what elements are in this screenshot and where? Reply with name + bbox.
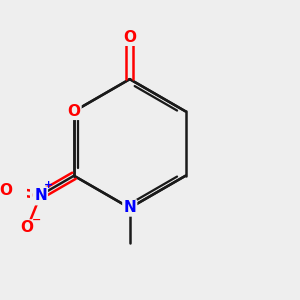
Text: O: O — [123, 30, 136, 45]
Text: O: O — [21, 220, 34, 236]
Text: O: O — [68, 104, 80, 119]
Text: +: + — [44, 180, 53, 190]
Text: −: − — [32, 214, 42, 225]
Text: N: N — [34, 188, 47, 202]
Text: O: O — [31, 189, 44, 204]
Text: N: N — [123, 200, 136, 215]
Text: O: O — [0, 183, 12, 198]
